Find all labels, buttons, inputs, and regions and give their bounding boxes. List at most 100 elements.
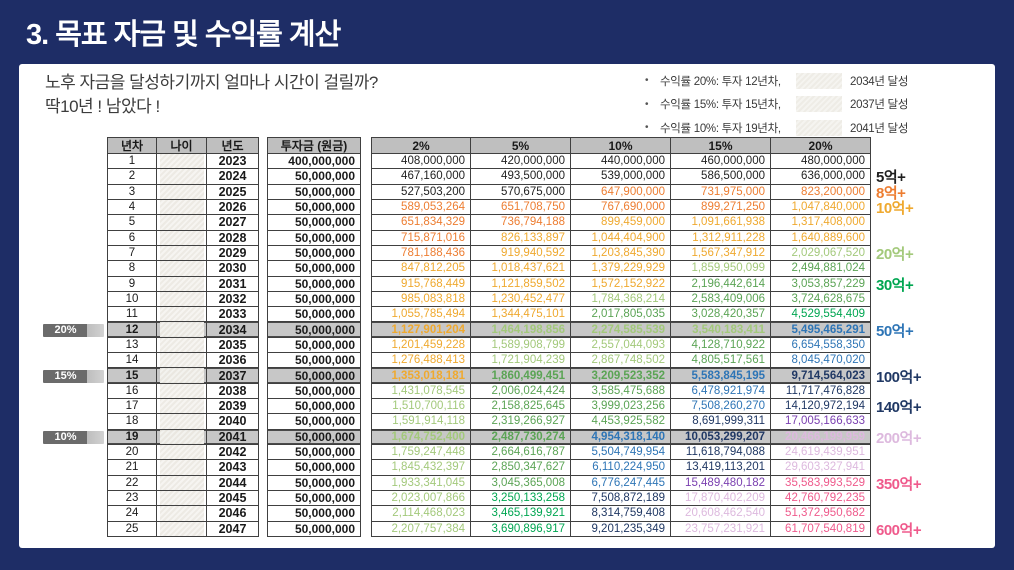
year-index-cell: 23 (107, 490, 157, 507)
table-gap (361, 399, 371, 414)
header-rate-10: 10% (571, 137, 671, 154)
table-row: 22 2044 50,000,000 1,933,341,045 3,045,365,0… (43, 475, 922, 493)
rate-value-cell: 527,503,200 (371, 184, 471, 200)
bullet-dot: • (645, 75, 649, 87)
rate-value-cell: 3,053,857,229 (771, 276, 871, 292)
rate-value-cell: 42,760,792,235 (771, 490, 871, 507)
bullet-text-prefix: 수익률 10%: 투자 19년차, (660, 122, 781, 135)
rate-value-cell: 2,017,805,035 (571, 307, 671, 323)
table-gap (259, 399, 267, 414)
year-index-cell: 10 (107, 291, 157, 308)
year-index-cell: 13 (107, 337, 157, 354)
table-row: 8 2030 50,000,000 847,812,205 1,018,437,621 1… (43, 261, 921, 277)
rate-value-cell: 9,714,564,023 (771, 368, 871, 384)
rate-value-cell: 61,707,540,819 (771, 521, 871, 537)
table-row: 17 2039 50,000,000 1,510,700,116 2,158,825,6… (43, 399, 922, 416)
year-cell: 2023 (207, 154, 259, 170)
table-gap (361, 338, 371, 353)
year-cell: 2043 (207, 460, 259, 476)
header-rate-2: 2% (371, 137, 471, 154)
table-row: 20% 12 2034 50,000,000 1,127,901,204 1,464,19… (43, 322, 921, 340)
rate-value-cell: 2,867,748,502 (571, 353, 671, 369)
table-gap (361, 445, 371, 460)
year-cell: 2026 (207, 199, 259, 216)
rate-value-cell: 5,583,845,195 (671, 368, 771, 384)
rate-value-cell: 9,201,235,349 (571, 521, 671, 537)
rate-value-cell: 51,372,950,682 (771, 506, 871, 522)
principal-cell: 50,000,000 (267, 245, 361, 262)
table-row: 11 2033 50,000,000 1,055,785,494 1,344,475,1… (43, 307, 921, 323)
rate-value-cell: 10,053,299,207 (671, 429, 771, 445)
table-row: 21 2043 50,000,000 1,845,432,397 2,850,347,6… (43, 460, 921, 476)
rate-value-cell: 420,000,000 (471, 154, 571, 170)
rate-badge-slot (43, 445, 107, 460)
year-cell: 2028 (207, 230, 259, 246)
rate-value-cell: 4,805,517,561 (671, 353, 771, 369)
year-cell: 2030 (207, 261, 259, 277)
principal-cell: 50,000,000 (267, 490, 361, 507)
table-row: 10% 19 2041 50,000,000 1,674,752,400 2,487,73… (43, 429, 922, 447)
age-cell (157, 460, 207, 476)
rate-value-cell: 493,500,000 (471, 169, 571, 185)
redacted-text (796, 119, 842, 136)
year-index-cell: 11 (107, 307, 157, 323)
year-cell: 2046 (207, 506, 259, 522)
rate-value-cell: 3,028,420,357 (671, 307, 771, 323)
table-gap (361, 292, 371, 307)
table-gap (259, 185, 267, 200)
table-gap (361, 460, 371, 475)
rate-value-cell: 899,271,250 (671, 199, 771, 216)
age-cell (157, 154, 207, 170)
rate-value-cell: 8,045,470,020 (771, 353, 871, 369)
redacted-age (160, 199, 204, 215)
principal-cell: 400,000,000 (267, 154, 361, 170)
table-gap (259, 322, 267, 337)
table-row: 13 2035 50,000,000 1,201,459,228 1,589,908,7… (43, 337, 921, 354)
table-gap (361, 307, 371, 322)
principal-cell: 50,000,000 (267, 368, 361, 384)
age-cell (157, 506, 207, 522)
age-cell (157, 337, 207, 354)
rate-value-cell: 1,317,408,000 (771, 215, 871, 231)
table-gap (259, 246, 267, 261)
subtitle: 노후 자금을 달성하기까지 얼마나 시간이 걸릴까? 딱10년 ! 남았다 ! (45, 71, 378, 119)
threshold-label: 10억+ (876, 200, 914, 218)
year-index-cell: 4 (107, 199, 157, 216)
rate-value-cell: 6,110,224,950 (571, 460, 671, 476)
table-gap (259, 169, 267, 184)
year-cell: 2045 (207, 490, 259, 507)
rate-value-cell: 408,000,000 (371, 154, 471, 170)
table-gap (361, 200, 371, 215)
rate-value-cell: 1,589,908,799 (471, 337, 571, 354)
rate-badge-slot (43, 307, 107, 322)
subtitle-line-1: 노후 자금을 달성하기까지 얼마나 시간이 걸릴까? (45, 73, 378, 92)
bullet-text-suffix: 2037년 달성 (850, 99, 909, 112)
table-gap (361, 231, 371, 246)
age-cell (157, 399, 207, 415)
bullet-item: • 수익률 20%: 투자 12년차, 2034년 달성 (645, 69, 989, 93)
rate-value-cell: 7,508,872,189 (571, 490, 671, 507)
table-row: 3 2025 50,000,000 527,503,200 570,675,000 647… (43, 184, 921, 202)
rate-value-cell: 8,691,999,311 (671, 414, 771, 430)
age-cell (157, 429, 207, 445)
principal-cell: 50,000,000 (267, 184, 361, 200)
rate-value-cell: 636,000,000 (771, 169, 871, 185)
year-cell: 2047 (207, 521, 259, 537)
rate-value-cell: 5,504,749,954 (571, 444, 671, 461)
rate-badge-slot (43, 399, 107, 414)
table-gap (361, 368, 371, 383)
rate-value-cell: 1,091,661,938 (671, 215, 771, 231)
year-cell: 2027 (207, 215, 259, 231)
threshold-label: 600억+ (876, 521, 922, 539)
principal-cell: 50,000,000 (267, 475, 361, 491)
header-rate-15: 15% (671, 137, 771, 154)
table-gap (361, 169, 371, 184)
year-index-cell: 12 (107, 322, 157, 338)
table-gap (259, 476, 267, 491)
rate-badge-slot (43, 353, 107, 368)
year-index-cell: 2 (107, 169, 157, 185)
principal-cell: 50,000,000 (267, 199, 361, 216)
table-gap (259, 384, 267, 399)
threshold-label: 5억+ (876, 169, 906, 187)
